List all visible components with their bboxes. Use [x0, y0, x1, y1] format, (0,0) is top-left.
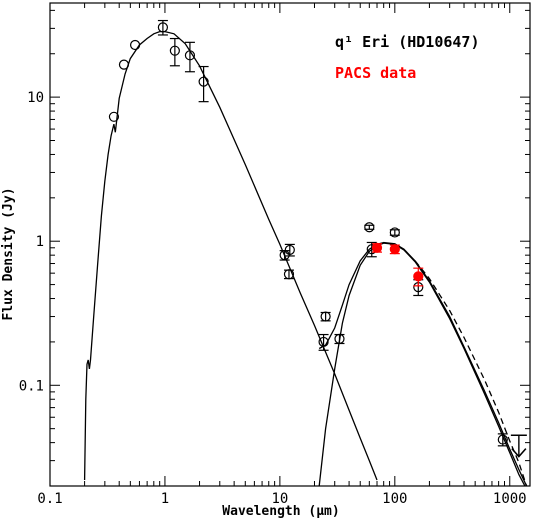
photometry-point-marker	[157, 22, 169, 33]
x-tick-label: 1	[161, 491, 169, 507]
model-curve-3	[318, 241, 528, 486]
data-point	[364, 222, 375, 233]
data-point	[318, 333, 329, 351]
legend-label-target: q¹ Eri (HD10647)	[335, 33, 480, 51]
photometry-point-marker	[108, 111, 120, 122]
data-point	[334, 333, 345, 345]
upper-limit-arrow	[510, 434, 527, 458]
data-point	[371, 242, 383, 253]
photometry-point-marker	[184, 50, 196, 61]
x-tick-label: 1000	[493, 491, 527, 507]
data-point	[108, 111, 120, 122]
data-point	[157, 19, 169, 36]
data-point	[283, 269, 295, 280]
pacs-point-marker	[371, 242, 383, 253]
axes	[49, 2, 531, 487]
photometry-point-marker	[389, 227, 400, 238]
plot-frame	[49, 2, 531, 487]
data-points	[108, 19, 527, 458]
model-curve-4	[414, 260, 528, 486]
photometry-point-marker	[318, 336, 329, 348]
y-axis-title: Flux Density (Jy)	[1, 187, 16, 320]
data-point	[413, 267, 424, 287]
upper-limit-head	[511, 448, 527, 458]
photometry-point-marker	[118, 59, 130, 70]
data-point	[129, 39, 141, 51]
photometry-point-marker	[364, 222, 375, 233]
photometry-point-marker	[279, 250, 290, 261]
data-point	[497, 433, 508, 447]
photometry-point-marker	[169, 45, 180, 56]
legend-label-pacs: PACS data	[335, 64, 416, 82]
data-point	[279, 250, 290, 261]
y-tick-label: 10	[27, 90, 44, 106]
data-point	[169, 37, 180, 67]
y-tick-label: 0.1	[19, 378, 44, 394]
photometry-point-marker	[283, 269, 295, 280]
pacs-point-marker	[389, 244, 400, 255]
photometry-point-marker	[198, 76, 209, 87]
photometry-point-marker	[129, 39, 141, 51]
x-tick-label: 0.1	[37, 491, 62, 507]
x-tick-label: 100	[382, 491, 407, 507]
model-curve-1	[83, 30, 378, 481]
x-tick-label: 10	[271, 491, 288, 507]
data-point	[284, 243, 295, 257]
photometry-point-marker	[284, 244, 295, 256]
data-point	[389, 227, 400, 238]
data-point	[320, 311, 331, 322]
photometry-point-marker	[320, 311, 331, 322]
pacs-point-marker	[413, 271, 424, 282]
tick-labels: 0.1 1 10 100 1000 0.1 1 10	[19, 90, 527, 507]
data-point	[389, 244, 400, 255]
data-point	[118, 59, 130, 70]
photometry-point-marker	[497, 434, 508, 445]
y-tick-label: 1	[36, 234, 44, 250]
data-point	[184, 41, 196, 73]
x-axis-title: Wavelength (μm)	[222, 504, 339, 519]
data-point	[198, 65, 209, 103]
photometry-point-marker	[334, 333, 345, 344]
model-curves	[83, 30, 528, 486]
